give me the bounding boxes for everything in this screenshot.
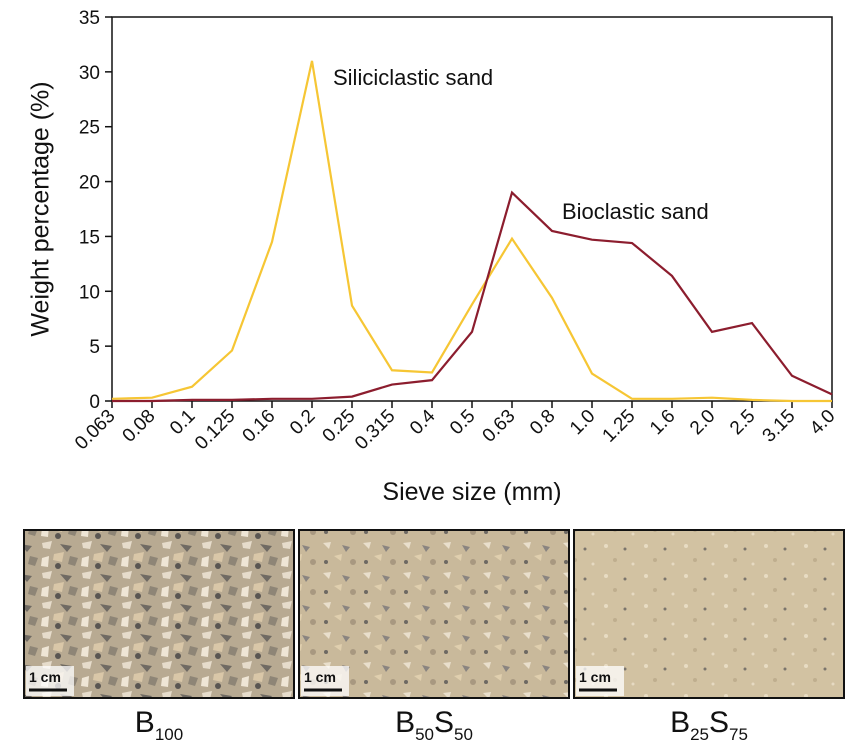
x-tick-label: 0.08 (119, 406, 160, 447)
x-tick-label: 4.0 (806, 406, 840, 440)
x-tick-label: 0.1 (166, 406, 200, 440)
panel-label-main: S (434, 706, 454, 739)
panel-label: B25S75 (670, 706, 748, 744)
series-label: Bioclastic sand (562, 199, 709, 224)
y-tick-label: 35 (79, 8, 100, 29)
sand-photo (23, 529, 295, 699)
panel-label-main: S (709, 706, 729, 739)
panel-label: B100 (135, 706, 183, 744)
x-tick-label: 1.0 (566, 406, 600, 440)
x-tick-label: 0.4 (406, 405, 440, 439)
y-tick-label: 30 (79, 63, 100, 84)
scale-label: 1 cm (579, 669, 611, 685)
x-tick-label: 0.2 (286, 406, 320, 440)
x-tick-label: 1.25 (599, 406, 640, 447)
y-axis-label: Weight percentage (%) (27, 81, 55, 336)
panel-label-main: B (395, 706, 415, 739)
panel-label-sub: 50 (454, 725, 473, 744)
y-tick-label: 15 (79, 227, 100, 248)
panel-label-main: B (670, 706, 690, 739)
y-tick-label: 25 (79, 118, 100, 139)
x-tick-label: 0.16 (239, 406, 280, 447)
panel-label: B50S50 (395, 706, 473, 744)
y-tick-label: 5 (89, 337, 100, 358)
x-tick-label: 0.315 (351, 406, 399, 454)
scale-label: 1 cm (29, 669, 61, 685)
panel-label-sub: 100 (155, 725, 183, 744)
x-axis-label: Sieve size (mm) (382, 478, 561, 506)
x-tick-label: 2.5 (726, 406, 760, 440)
y-tick-label: 0 (89, 392, 100, 413)
panel-label-main: B (135, 706, 155, 739)
series-label: Siliciclastic sand (333, 65, 493, 90)
x-tick-label: 1.6 (646, 406, 680, 440)
x-tick-label: 0.5 (446, 406, 480, 440)
y-tick-label: 20 (79, 173, 100, 194)
x-tick-label: 2.0 (686, 406, 720, 440)
series-line (112, 190, 833, 403)
x-tick-label: 3.15 (759, 406, 800, 447)
x-tick-label: 0.8 (526, 406, 560, 440)
x-tick-label: 0.125 (191, 406, 239, 454)
series-line (111, 60, 832, 403)
x-tick-label: 0.63 (479, 406, 520, 447)
panel-label-sub: 25 (690, 725, 709, 744)
scale-label: 1 cm (304, 669, 336, 685)
y-tick-label: 10 (79, 282, 100, 303)
panel-label-sub: 50 (415, 725, 434, 744)
panel-label-sub: 75 (729, 725, 748, 744)
